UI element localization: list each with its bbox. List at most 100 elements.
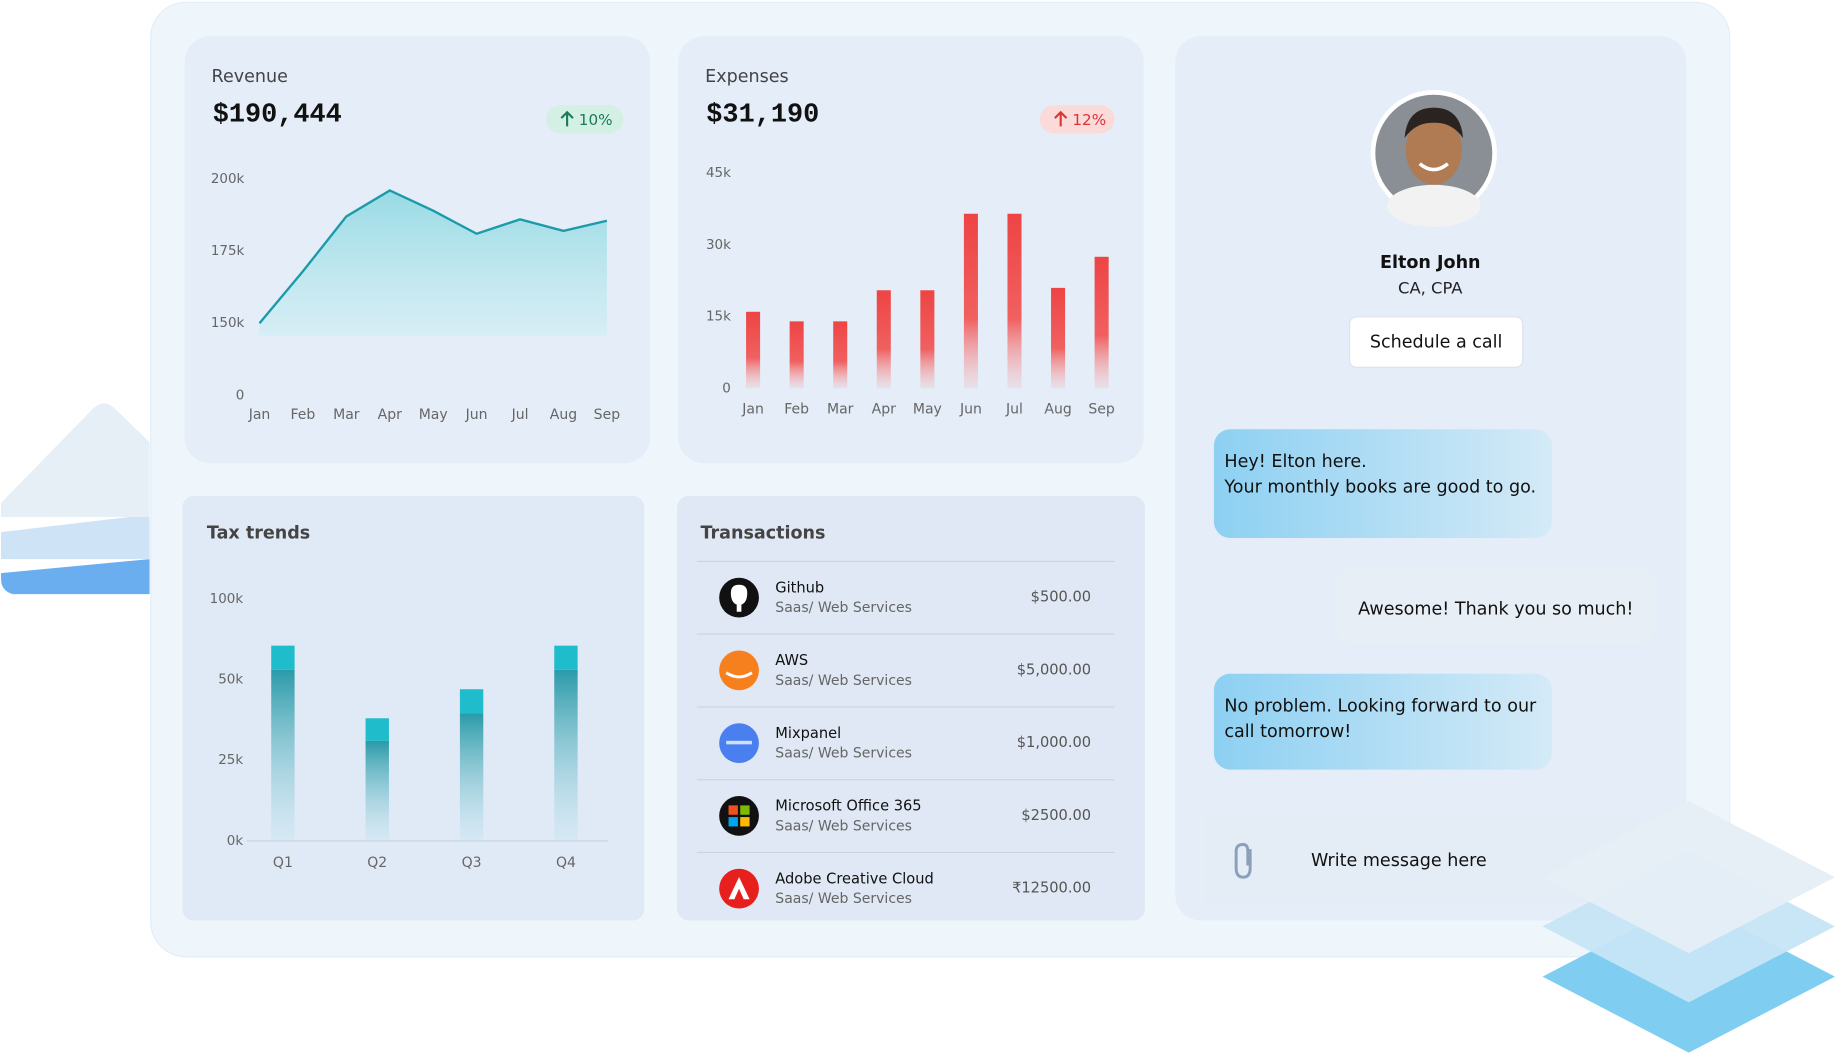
amount: $31,190: [706, 101, 819, 131]
advisor-role: CA, CPA: [1398, 278, 1463, 297]
transaction-category: Saas/ Web Services: [775, 891, 912, 907]
x-tick-label: Q3: [462, 855, 482, 871]
icon: [726, 740, 752, 745]
bar: [963, 213, 978, 389]
y-tick-label: 25k: [218, 753, 243, 768]
transaction-amount: $500.00: [1031, 589, 1091, 606]
x-tick-label: May: [419, 407, 448, 423]
x-tick-label: Jan: [248, 407, 271, 423]
icon: [728, 817, 738, 827]
transaction-name: Adobe Creative Cloud: [775, 870, 933, 887]
y-tick-label: 45k: [706, 166, 731, 181]
message-bubble: [1336, 568, 1655, 644]
transaction-amount: $1,000.00: [1017, 734, 1091, 751]
x-tick-label: Jun: [465, 407, 488, 423]
transaction-category: Saas/ Web Services: [775, 600, 912, 616]
y-tick-label: 0: [236, 388, 245, 403]
message-bubble: [1213, 673, 1552, 770]
badge: [546, 105, 624, 134]
bar-segment: [271, 645, 295, 670]
icon: [740, 817, 750, 827]
transaction-icon: [719, 577, 759, 618]
transaction-icon: [719, 796, 759, 836]
change: 12%: [1072, 111, 1106, 129]
transaction-name: Microsoft Office 365: [775, 798, 921, 815]
message-text: Your monthly books are good to go.: [1223, 478, 1536, 498]
y-tick-label: 100k: [210, 592, 244, 607]
transaction-name: Mixpanel: [775, 725, 841, 742]
bar: [1051, 287, 1066, 389]
x-tick-label: Q2: [367, 855, 387, 871]
transaction-category: Saas/ Web Services: [775, 746, 912, 762]
x-tick-label: Jan: [741, 401, 764, 417]
y-tick-label: 30k: [706, 238, 731, 253]
x-tick-label: Jul: [511, 407, 529, 423]
card-title: Tax trends: [207, 523, 310, 543]
decoration-left: [1, 403, 150, 595]
bar-segment: [271, 669, 295, 841]
bar: [1094, 256, 1109, 389]
x-tick-label: Sep: [1088, 401, 1115, 417]
message-text: Hey! Elton here.: [1224, 452, 1366, 472]
bar-segment: [365, 740, 389, 841]
y-tick-label: 15k: [706, 310, 731, 325]
y-tick-label: 50k: [218, 673, 243, 688]
x-tick-label: Feb: [291, 407, 316, 423]
x-tick-label: Mar: [333, 407, 360, 423]
bar: [876, 290, 891, 389]
transaction-icon: [719, 868, 759, 909]
x-tick-label: Sep: [594, 407, 621, 423]
x-tick-label: Mar: [827, 401, 854, 417]
y-tick-label: 0k: [227, 834, 244, 849]
icon: [719, 650, 759, 691]
amount: $190,444: [213, 101, 342, 131]
badge: [1039, 105, 1115, 134]
transaction-category: Saas/ Web Services: [775, 673, 912, 689]
x-tick-label: Aug: [550, 407, 577, 423]
tax-card: [182, 495, 645, 921]
icon: [728, 805, 738, 815]
change: 10%: [579, 111, 613, 129]
card-title: Transactions: [700, 523, 825, 543]
button-label[interactable]: Schedule a call: [1370, 333, 1503, 353]
schedule-button[interactable]: [1348, 316, 1524, 368]
icon: [730, 584, 748, 612]
transactions-card: [677, 495, 1145, 921]
x-tick-label: Q1: [273, 855, 293, 871]
x-tick-label: Apr: [872, 401, 896, 417]
y-tick-label: 150k: [211, 316, 245, 331]
y-tick-label: 175k: [211, 244, 245, 259]
transaction-list: Github Saas/ Web Services $500.00 AWS Saas/ …: [696, 560, 1115, 909]
y-tick-label: 200k: [211, 172, 245, 187]
x-tick-label: Jun: [959, 401, 982, 417]
line: [258, 189, 608, 324]
input-placeholder[interactable]: Write message here: [1311, 851, 1487, 871]
attach-icon[interactable]: [1234, 842, 1252, 879]
transaction-amount: $2500.00: [1021, 807, 1091, 824]
bar-segment: [554, 669, 578, 841]
bar-segment: [459, 713, 484, 841]
bar-segment: [554, 645, 578, 670]
x-tick-label: Jul: [1005, 401, 1023, 417]
icon: [719, 796, 759, 836]
advisor-name: Elton John: [1380, 253, 1481, 273]
arrow-up: [1054, 110, 1068, 127]
transaction-amount: ₹12500.00: [1012, 880, 1091, 897]
bar: [1007, 213, 1022, 389]
bar-segment: [459, 689, 484, 714]
card-title: Revenue: [212, 67, 288, 87]
x-tick-label: May: [913, 401, 942, 417]
message-text: No problem. Looking forward to our: [1224, 696, 1537, 716]
transaction-category: Saas/ Web Services: [775, 818, 912, 834]
transaction-name: AWS: [775, 652, 808, 669]
transaction-icon: [719, 650, 759, 691]
x-tick-label: Apr: [378, 407, 402, 423]
bar-segment: [365, 718, 389, 741]
arrow-up: [560, 110, 574, 127]
bar: [789, 321, 804, 389]
x-tick-label: Feb: [784, 401, 809, 417]
message-bubble: [1213, 429, 1552, 539]
icon: [728, 876, 750, 900]
